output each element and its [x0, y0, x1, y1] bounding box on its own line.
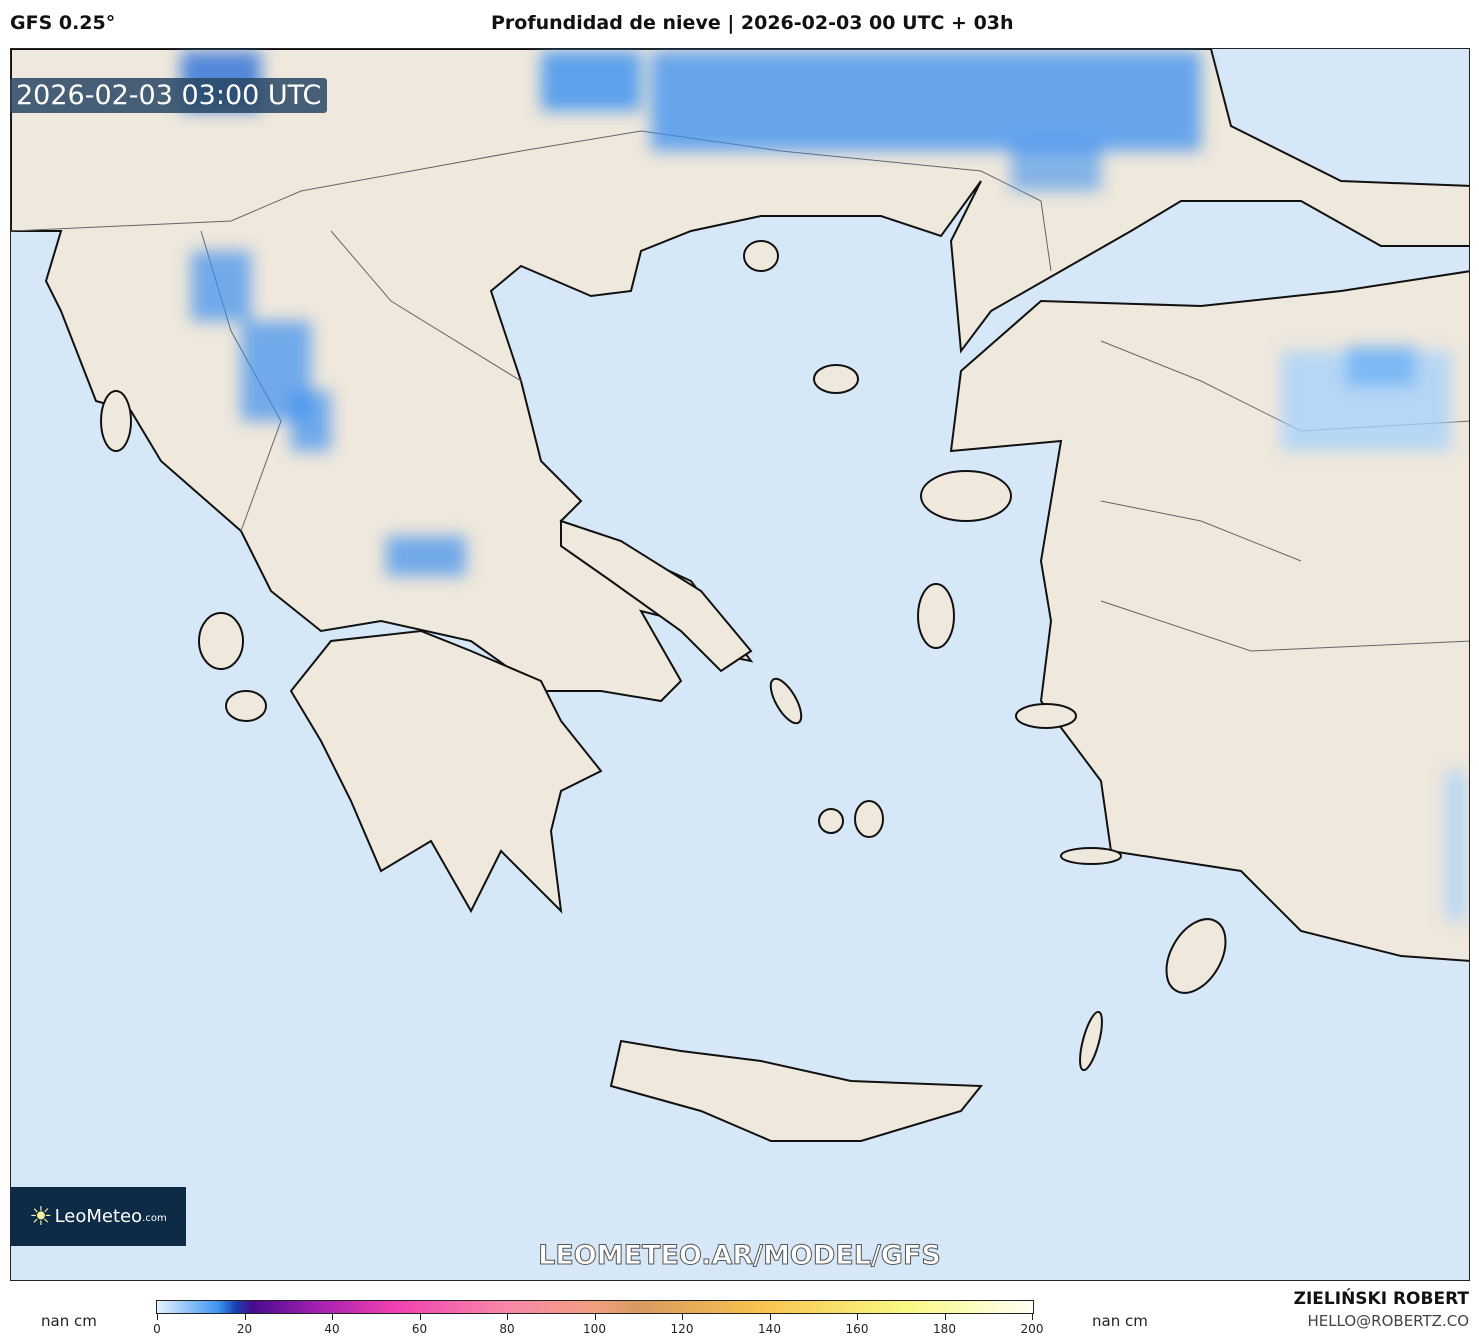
- logo-suffix: .com: [142, 1213, 167, 1224]
- colorbar-right-unit: nan cm: [1092, 1312, 1148, 1330]
- author-credit: ZIELIŃSKI ROBERT: [1293, 1289, 1469, 1309]
- colorbar-tick-label: 60: [411, 1322, 428, 1336]
- rhodes-island: [1165, 918, 1227, 994]
- colorbar-tick-mark: [419, 1314, 421, 1320]
- colorbar-tick-label: 40: [324, 1322, 340, 1336]
- colorbar-tick-mark: [594, 1314, 596, 1320]
- kos-island: [1060, 847, 1122, 865]
- andros-island: [769, 677, 803, 725]
- map-canvas: [11, 49, 1469, 1280]
- colorbar-tick-mark: [332, 1314, 333, 1320]
- colorbar-tick-mark: [157, 1314, 158, 1320]
- colorbar-tick-mark: [507, 1314, 508, 1320]
- colorbar-tick-mark: [682, 1314, 683, 1320]
- colorbar-tick-label: 160: [845, 1322, 869, 1336]
- chart-title: Profundidad de nieve | 2026-02-03 00 UTC…: [491, 12, 1014, 34]
- colorbar-left-unit: nan cm: [41, 1312, 97, 1330]
- model-label: GFS 0.25°: [10, 12, 116, 34]
- watermark: LEOMETEO.AR/MODEL/GFS: [538, 1240, 942, 1272]
- colorbar-tick-mark: [857, 1314, 858, 1320]
- zakynthos-island: [225, 690, 267, 722]
- colorbar-tick-label: 120: [670, 1322, 694, 1336]
- chios-island: [917, 583, 955, 649]
- author-email: HELLO@ROBERTZ.CO: [1307, 1312, 1469, 1330]
- lesbos-island: [920, 470, 1012, 522]
- colorbar-tick-label: 20: [236, 1322, 253, 1336]
- colorbar-tick-mark: [244, 1314, 246, 1320]
- colorbar-tick-label: 200: [1020, 1322, 1044, 1336]
- colorbar-tick-label: 180: [933, 1322, 956, 1336]
- sun-icon: ☀: [29, 1201, 53, 1232]
- leometeo-logo[interactable]: ☀ LeoMeteo .com: [10, 1187, 186, 1246]
- colorbar-tick-label: 80: [499, 1322, 515, 1336]
- logo-text: LeoMeteo: [54, 1206, 143, 1227]
- corfu-island: [100, 390, 132, 452]
- colorbar-tick-label: 100: [583, 1322, 606, 1336]
- balkans-land: [11, 49, 1469, 703]
- crete-island: [609, 1039, 984, 1142]
- karpathos-island: [1079, 1010, 1103, 1072]
- colorbar: [156, 1300, 1034, 1314]
- colorbar-tick-label: 140: [758, 1322, 781, 1336]
- valid-time-stamp: 2026-02-03 03:00 UTC: [10, 78, 328, 113]
- colorbar-tick-mark: [769, 1314, 771, 1320]
- peloponnese-land: [289, 629, 603, 914]
- samos-island: [1015, 703, 1077, 729]
- colorbar-tick-mark: [1032, 1314, 1033, 1320]
- kefalonia-island: [198, 612, 244, 670]
- colorbar-tick-mark: [944, 1314, 946, 1320]
- thasos-island: [743, 240, 779, 272]
- colorbar-tick-label: 0: [153, 1322, 161, 1336]
- evia-island: [560, 519, 753, 673]
- snow-depth-map[interactable]: [10, 48, 1470, 1281]
- paros-island: [818, 808, 844, 834]
- lemnos-island: [813, 364, 859, 394]
- naxos-island: [854, 800, 884, 838]
